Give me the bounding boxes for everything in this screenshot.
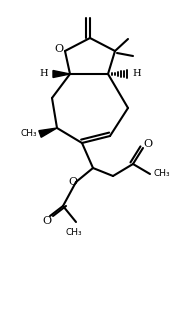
Text: H: H bbox=[39, 69, 48, 79]
Polygon shape bbox=[53, 70, 70, 78]
Text: CH₃: CH₃ bbox=[153, 170, 170, 179]
Text: O: O bbox=[143, 139, 153, 149]
Text: CH₃: CH₃ bbox=[20, 129, 37, 139]
Polygon shape bbox=[39, 128, 57, 137]
Text: H: H bbox=[132, 69, 141, 79]
Text: O: O bbox=[68, 177, 78, 187]
Text: CH₃: CH₃ bbox=[66, 228, 82, 237]
Text: O: O bbox=[54, 44, 64, 54]
Text: O: O bbox=[42, 216, 51, 226]
